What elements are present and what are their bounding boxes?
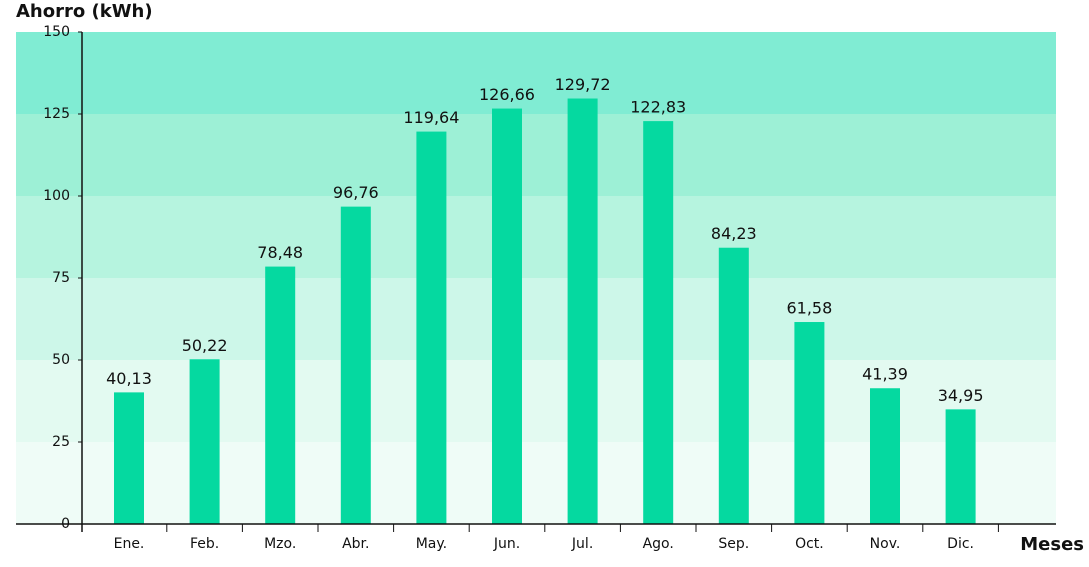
x-tick-label: Jul. (571, 536, 593, 552)
value-label: 129,72 (555, 75, 611, 94)
y-tick-label: 50 (52, 352, 70, 368)
value-label: 34,95 (938, 386, 984, 405)
value-label: 40,13 (106, 369, 152, 388)
y-tick-label: 150 (43, 24, 70, 40)
value-label: 96,76 (333, 183, 379, 202)
background-band (16, 196, 1056, 278)
y-tick-label: 125 (43, 106, 70, 122)
value-label: 122,83 (630, 98, 686, 117)
x-tick-label: Ene. (114, 536, 145, 552)
x-tick-label: Sep. (718, 536, 749, 552)
bar (492, 108, 522, 524)
x-tick-label: Mzo. (264, 536, 296, 552)
value-label: 78,48 (257, 243, 303, 262)
bar (643, 121, 674, 524)
bar (416, 131, 447, 524)
value-label: 119,64 (403, 108, 459, 127)
value-label: 126,66 (479, 85, 535, 104)
y-axis-title: Ahorro (kWh) (16, 1, 153, 22)
x-tick-label: Oct. (795, 536, 824, 552)
background-band (16, 278, 1056, 360)
x-tick-label: Dic. (947, 536, 974, 552)
x-tick-label: Feb. (190, 536, 219, 552)
x-tick-label: Ago. (643, 536, 674, 552)
bar (265, 266, 296, 524)
y-tick-label: 100 (43, 188, 70, 204)
background-band (16, 32, 1056, 114)
bar (945, 409, 976, 524)
x-tick-label: Jun. (493, 536, 520, 552)
bar (567, 98, 598, 524)
value-label: 61,58 (786, 299, 832, 318)
value-label: 50,22 (182, 336, 228, 355)
bar (870, 388, 900, 524)
bar (718, 247, 749, 525)
x-axis-title: Meses (1020, 534, 1084, 555)
background-band (16, 114, 1056, 196)
x-tick-label: Abr. (342, 536, 369, 552)
bar (794, 322, 825, 524)
bar (189, 359, 220, 524)
value-label: 84,23 (711, 224, 757, 243)
bar (340, 206, 371, 524)
value-label: 41,39 (862, 365, 908, 384)
x-tick-label: Nov. (870, 536, 901, 552)
bar (114, 392, 144, 524)
y-tick-label: 75 (52, 270, 70, 286)
y-tick-label: 25 (52, 434, 70, 450)
x-tick-label: May. (416, 536, 447, 552)
